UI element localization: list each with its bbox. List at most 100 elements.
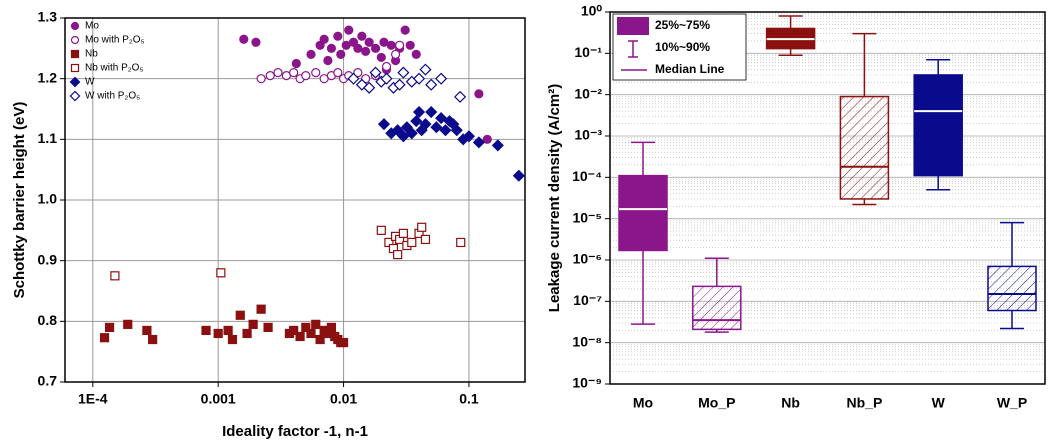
point	[289, 67, 299, 78]
y-tick-label: 1.2	[38, 69, 58, 85]
point	[420, 234, 431, 245]
point	[306, 328, 316, 339]
y-tick-label: 10⁻⁹	[572, 375, 602, 391]
legend-label: W with P₂O₅	[85, 91, 140, 102]
point	[315, 334, 325, 345]
point	[454, 90, 467, 103]
point	[472, 136, 485, 149]
box	[987, 265, 1037, 312]
y-tick-label: 10⁻⁴	[572, 168, 602, 184]
point	[482, 134, 492, 144]
x-tick-label: 0.1	[459, 391, 479, 407]
point	[417, 222, 427, 232]
point	[364, 37, 374, 47]
point	[301, 71, 311, 81]
point	[227, 334, 238, 345]
point	[256, 304, 266, 314]
point	[213, 328, 223, 339]
x-tick-label: 1E-4	[78, 391, 108, 407]
point	[450, 124, 463, 137]
point	[435, 112, 448, 125]
box	[839, 95, 890, 200]
legend-marker	[70, 49, 80, 59]
point	[311, 67, 321, 78]
point	[369, 66, 382, 79]
y-tick-label: 0.8	[38, 312, 58, 328]
point	[456, 237, 466, 248]
point	[397, 66, 410, 79]
point	[370, 43, 381, 53]
x-tick-label: Mo_P	[698, 395, 735, 411]
point	[347, 72, 360, 85]
legend-label: Nb with P₂O₅	[85, 63, 143, 74]
point	[301, 322, 311, 332]
point	[419, 63, 432, 76]
point	[235, 310, 245, 320]
point	[216, 268, 226, 278]
y-tick-label: 0.7	[38, 373, 58, 389]
y-tick-label: 10⁻⁸	[572, 333, 602, 349]
legend-label: 10%~90%	[655, 40, 710, 54]
point	[376, 52, 386, 63]
point	[405, 127, 418, 140]
point	[104, 322, 115, 332]
point	[395, 40, 405, 50]
point	[430, 121, 443, 134]
point	[295, 331, 305, 342]
y-tick-label: 10⁰	[581, 3, 603, 19]
point	[223, 325, 233, 336]
x-tick-label: W_P	[997, 395, 1027, 411]
point	[251, 37, 261, 47]
point	[363, 81, 376, 94]
point	[410, 115, 423, 128]
x-tick-label: Mo	[633, 395, 653, 411]
x-tick-label: W	[932, 395, 946, 411]
y-tick-label: 10⁻²	[574, 85, 602, 101]
point	[400, 25, 410, 35]
y-tick-label: 1.1	[38, 130, 58, 146]
point	[311, 319, 321, 329]
point	[425, 78, 438, 91]
point	[397, 130, 410, 143]
point	[376, 225, 386, 235]
point	[336, 49, 346, 60]
point	[273, 67, 283, 78]
point	[289, 325, 299, 336]
point	[99, 333, 110, 343]
point	[319, 34, 329, 44]
point	[333, 31, 343, 41]
point	[326, 43, 337, 53]
point	[405, 40, 415, 50]
legend-swatch	[617, 17, 649, 35]
point	[265, 71, 275, 81]
point	[411, 49, 421, 60]
point	[242, 328, 252, 339]
point	[256, 74, 266, 84]
point	[326, 322, 337, 332]
point	[361, 46, 371, 56]
x-tick-label: Nb_P	[847, 395, 883, 411]
x-tick-label: Nb	[781, 395, 800, 411]
point	[435, 72, 448, 85]
y-tick-label: 10⁻⁵	[572, 209, 602, 225]
point	[462, 130, 475, 143]
legend-label: 25%~75%	[655, 18, 710, 32]
point	[239, 34, 249, 44]
x-tick-label: 0.01	[330, 391, 357, 407]
y-tick-label: 10⁻³	[574, 127, 602, 143]
legend-label: Mo with P₂O₅	[85, 35, 145, 46]
point	[263, 322, 273, 332]
point	[348, 37, 359, 47]
y-axis-label: Leakage current density (A/cm²)	[546, 84, 563, 312]
point	[412, 72, 426, 85]
point	[357, 31, 367, 41]
point	[248, 319, 258, 329]
point	[344, 25, 354, 35]
point	[291, 58, 301, 69]
plot-frame	[64, 17, 526, 383]
point	[419, 118, 432, 131]
point	[391, 124, 404, 137]
point	[412, 105, 426, 119]
